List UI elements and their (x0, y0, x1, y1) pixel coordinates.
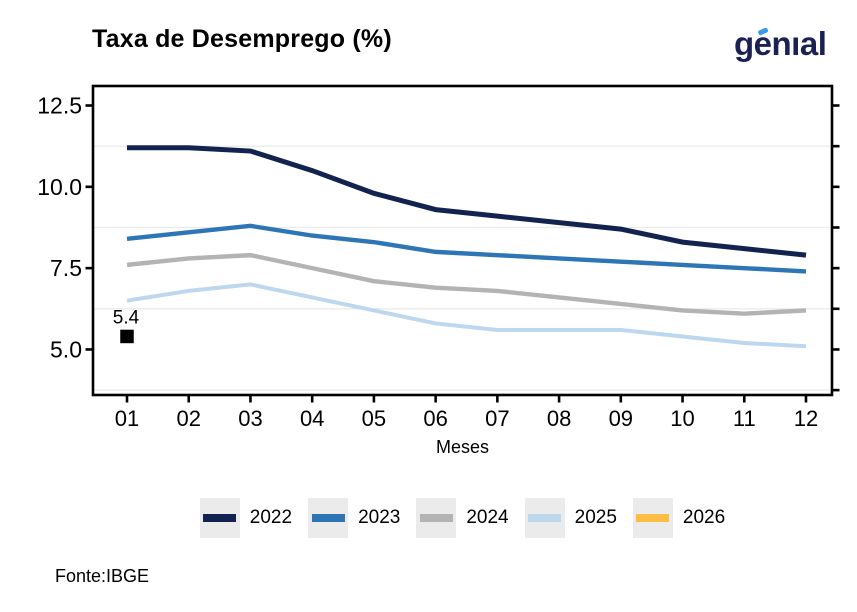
legend-key-icon (199, 498, 240, 538)
legend-label: 2022 (249, 507, 293, 528)
legend-item-2022: 2022 (199, 498, 293, 538)
series-line-2022 (127, 145, 807, 258)
axis-tick-labels: 5.0 7.5 10.0 12.5 01 02 03 04 05 06 07 08 09 10 11 12 (37, 93, 818, 431)
page-title: Taxa de Desemprego (%) (92, 25, 392, 53)
y-tick-label: 10.0 (37, 174, 82, 200)
legend-label: 2025 (574, 507, 617, 528)
panel-border (91, 84, 834, 397)
legend-key-icon (416, 498, 457, 538)
x-tick-label: 03 (238, 406, 262, 431)
y-tick-label: 12.5 (37, 93, 82, 119)
series-line-2023 (126, 223, 807, 274)
x-tick-label: 11 (733, 406, 756, 431)
source-note: Fonte:IBGE (55, 566, 150, 586)
line-chart: 5.0 7.5 10.0 12.5 01 02 03 04 05 06 07 08 09 10 11 12 M… (37, 84, 840, 457)
x-tick-label: 04 (300, 406, 324, 431)
y-tick-label: 7.5 (50, 255, 82, 281)
genial-logo: genıal (734, 26, 836, 62)
legend-item-2024: 2024 (416, 498, 509, 538)
legend-swatch (203, 513, 237, 523)
legend-key-icon (308, 498, 349, 538)
legend-item-2023: 2023 (308, 498, 400, 538)
series-line-2025 (126, 282, 807, 349)
x-tick-label: 05 (362, 406, 386, 431)
legend-label: 2024 (466, 507, 509, 528)
x-tick-label: 02 (176, 406, 200, 431)
series-line-2024 (126, 252, 807, 316)
minor-gridlines (91, 84, 834, 397)
legend-key-icon (524, 498, 565, 538)
x-tick-label: 01 (115, 406, 139, 431)
x-tick-label: 06 (423, 406, 447, 431)
series-point-2026 (120, 329, 134, 344)
annotation-value-label: 5.4 (113, 307, 140, 328)
x-axis-title: Meses (436, 437, 489, 457)
legend-item-2026: 2026 (632, 498, 726, 538)
legend-swatch (528, 513, 562, 523)
x-tick-label: 07 (485, 406, 509, 431)
data-series (120, 145, 807, 349)
x-tick-label: 08 (547, 406, 571, 431)
legend-swatch (419, 513, 453, 523)
legend-key-icon (632, 498, 673, 538)
genial-logo-text: genıal (734, 25, 827, 62)
chart-legend: 2022 2023 2024 2025 2026 (93, 497, 832, 539)
axis-ticks (85, 104, 840, 403)
legend-item-2025: 2025 (524, 498, 617, 538)
legend-swatch (636, 513, 670, 523)
x-tick-label: 10 (670, 406, 694, 431)
legend-label: 2026 (682, 507, 726, 528)
x-tick-label: 12 (794, 406, 818, 431)
legend-swatch (311, 513, 345, 523)
y-tick-label: 5.0 (50, 336, 82, 362)
x-tick-label: 09 (609, 406, 633, 431)
legend-label: 2023 (358, 507, 401, 528)
